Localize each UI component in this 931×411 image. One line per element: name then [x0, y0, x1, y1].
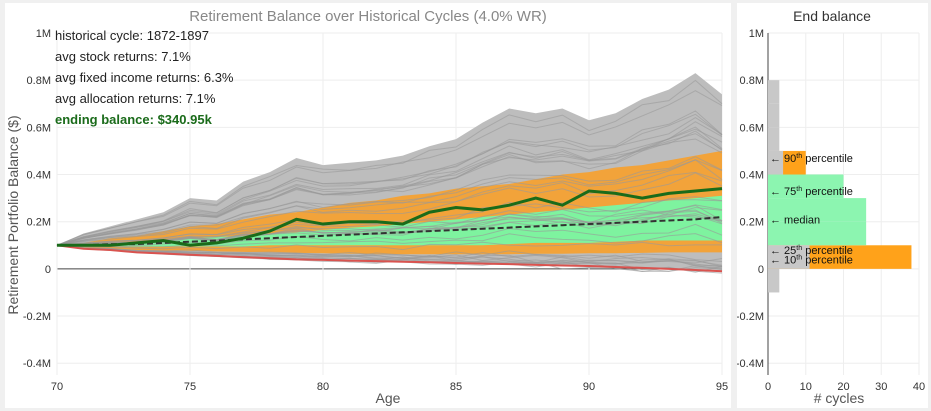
hist-x-tick-label: 10	[800, 381, 812, 393]
y-tick-label: -0.4M	[23, 358, 51, 370]
highlight-cycle-line	[57, 187, 723, 247]
chart-title: Retirement Balance over Historical Cycle…	[189, 8, 547, 25]
hist-y-tick-label: 0.2M	[740, 217, 764, 229]
hist-x-tick-label: 20	[837, 381, 849, 393]
percentile-90-label: ← 90th percentile	[770, 153, 853, 165]
y-axis-title: Retirement Portfolio Balance ($)	[5, 115, 21, 314]
x-tick-label: 70	[51, 381, 63, 393]
histogram-bar	[768, 268, 780, 293]
median-label: ← median	[770, 214, 820, 226]
x-tick-label: 95	[716, 381, 728, 393]
y-tick-label: 0.2M	[27, 217, 51, 229]
histogram-title: End balance	[793, 8, 871, 24]
end-balance-histogram: End balance 1M 0.8M 0.6M 0.4M 0.2M 0 -0.2M -0.4…	[737, 8, 925, 406]
y-tick-label: 0.8M	[27, 75, 51, 87]
y-tick-label: -0.2M	[23, 311, 51, 323]
hist-y-tick-label: 0.6M	[740, 122, 764, 134]
info-stock: avg stock returns: 7.1%	[55, 49, 191, 64]
y-tick-label: 0.4M	[27, 170, 51, 182]
info-ending: ending balance: $340.95k	[55, 112, 213, 127]
min-line	[56, 244, 723, 273]
cycle-line	[56, 90, 723, 246]
histogram-panel: End balance 1M 0.8M 0.6M 0.4M 0.2M 0 -0.2M -0.4…	[737, 3, 928, 408]
balance-line-chart: Retirement Balance over Historical Cycle…	[5, 8, 728, 406]
cycle-line	[56, 116, 723, 246]
hist-y-tick-label: -0.4M	[737, 358, 764, 370]
hist-y-tick-label: 0.4M	[740, 170, 764, 182]
x-tick-label: 90	[583, 381, 595, 393]
cycle-line	[56, 241, 723, 251]
histogram-bar-gray-part	[768, 150, 784, 175]
cycle-line	[56, 171, 723, 246]
info-alloc: avg allocation returns: 7.1%	[55, 91, 216, 106]
percentile-25-label: ← 25th percentile	[770, 245, 853, 257]
cycle-line	[56, 204, 723, 246]
y-tick-label: 1M	[36, 28, 51, 40]
cycle-line	[56, 138, 723, 246]
info-fixed: avg fixed income returns: 6.3%	[55, 70, 234, 85]
main-chart-panel: Retirement Balance over Historical Cycle…	[5, 3, 731, 408]
histogram-bar	[768, 127, 780, 151]
cycle-line	[56, 204, 723, 246]
cycle-line	[56, 244, 723, 268]
cycle-line	[56, 156, 723, 246]
histogram-bar	[768, 103, 780, 128]
percentile-10-label: ← 10th percentile	[770, 254, 853, 266]
green-band	[57, 195, 722, 247]
hist-y-tick-label: -0.2M	[737, 311, 764, 323]
histogram-bar	[768, 174, 844, 199]
y-tick-label: 0	[45, 264, 51, 276]
histogram-bar-gray-part	[768, 245, 810, 269]
x-tick-label: 80	[317, 381, 329, 393]
y-tick-label: 0.6M	[27, 122, 51, 134]
info-box: historical cycle: 1872-1897 avg stock re…	[55, 28, 234, 127]
x-tick-label: 85	[450, 381, 462, 393]
cycle-line	[56, 126, 723, 246]
cycle-line	[56, 79, 723, 246]
percentile-75-label: ← 75th percentile	[770, 186, 853, 198]
histogram-bar	[768, 198, 867, 222]
cycle-line	[56, 128, 723, 246]
cycle-line	[56, 110, 723, 246]
hist-x-tick-label: 0	[765, 381, 771, 393]
x-tick-label: 75	[184, 381, 196, 393]
info-cycle: historical cycle: 1872-1897	[55, 28, 209, 43]
histogram-bar	[768, 80, 780, 104]
hist-y-tick-label: 0.8M	[740, 75, 764, 87]
histogram-bar	[768, 221, 867, 246]
cycle-line	[56, 159, 723, 246]
hist-y-tick-label: 1M	[749, 28, 764, 40]
hist-x-tick-label: 30	[875, 381, 887, 393]
cycle-line	[56, 121, 723, 246]
cycle-line	[56, 172, 723, 246]
x-axis-title: Age	[376, 390, 401, 406]
histogram-x-title: # cycles	[814, 390, 865, 406]
cycle-line	[56, 244, 723, 269]
hist-x-tick-label: 40	[913, 381, 925, 393]
cycle-line	[56, 233, 723, 248]
hist-y-tick-label: 0	[758, 264, 764, 276]
